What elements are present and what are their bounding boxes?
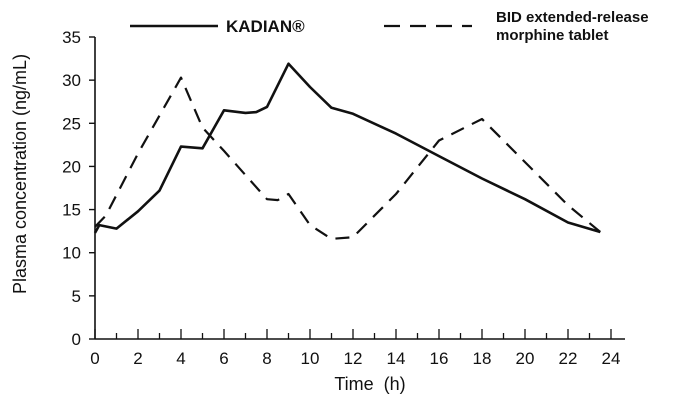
- legend-label-bid-line2: morphine tablet: [496, 27, 609, 44]
- y-tick-label: 35: [62, 28, 81, 47]
- legend-label-bid-line1: BID extended-release: [496, 9, 649, 26]
- y-tick-label: 15: [62, 201, 81, 220]
- legend: KADIAN® BID extended-release morphine ta…: [130, 9, 653, 44]
- x-tick-label: 18: [473, 349, 492, 368]
- x-tick-label: 0: [90, 349, 99, 368]
- x-tick-label: 16: [430, 349, 449, 368]
- y-axis-title: Plasma concentration (ng/mL): [10, 54, 30, 294]
- x-tick-label: 4: [176, 349, 185, 368]
- legend-label-bid: BID extended-release morphine tablet: [496, 9, 653, 44]
- y-tick-label: 20: [62, 157, 81, 176]
- x-tick-label: 10: [301, 349, 320, 368]
- y-tick-label: 25: [62, 114, 81, 133]
- y-tick-label: 30: [62, 71, 81, 90]
- axes: [94, 37, 625, 340]
- x-tick-label: 2: [133, 349, 142, 368]
- x-axis-title: Time (h): [334, 374, 405, 394]
- x-tick-label: 22: [559, 349, 578, 368]
- x-tick-label: 12: [344, 349, 363, 368]
- y-tick-label: 0: [72, 330, 81, 349]
- x-tick-label: 14: [387, 349, 406, 368]
- series-line-bid: [94, 76, 602, 240]
- series-layer: [93, 62, 602, 240]
- y-tick-label: 10: [62, 244, 81, 263]
- series-line-kadian: [93, 62, 601, 234]
- x-tick-label: 20: [516, 349, 535, 368]
- legend-label-kadian: KADIAN®: [226, 17, 305, 36]
- y-tick-label: 5: [72, 287, 81, 306]
- x-tick-label: 24: [602, 349, 621, 368]
- x-tick-label: 8: [262, 349, 271, 368]
- x-tick-label: 6: [219, 349, 228, 368]
